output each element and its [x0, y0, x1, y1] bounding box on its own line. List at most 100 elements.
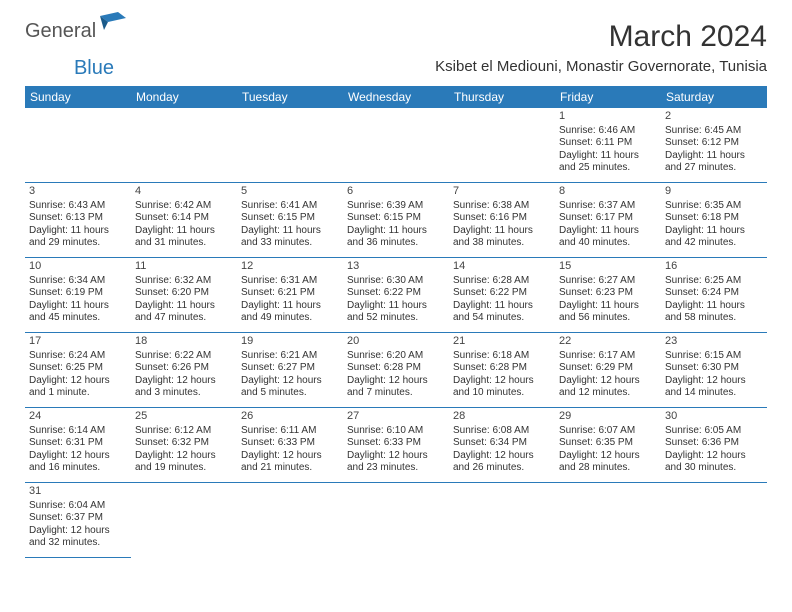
logo-flag-icon [100, 12, 126, 36]
daylight-text: Daylight: 12 hours [241, 375, 339, 388]
calendar-row: 1Sunrise: 6:46 AMSunset: 6:11 PMDaylight… [25, 108, 767, 183]
sunrise-text: Sunrise: 6:28 AM [453, 275, 551, 288]
day-cell: 14Sunrise: 6:28 AMSunset: 6:22 PMDayligh… [449, 258, 555, 333]
title-block: March 2024 Ksibet el Mediouni, Monastir … [435, 20, 767, 75]
daylight-text: Daylight: 11 hours [559, 150, 657, 163]
sunset-text: Sunset: 6:22 PM [347, 287, 445, 300]
location: Ksibet el Mediouni, Monastir Governorate… [435, 58, 767, 75]
sunset-text: Sunset: 6:28 PM [347, 362, 445, 375]
sunset-text: Sunset: 6:11 PM [559, 137, 657, 150]
sunrise-text: Sunrise: 6:34 AM [29, 275, 127, 288]
day-cell: 28Sunrise: 6:08 AMSunset: 6:34 PMDayligh… [449, 408, 555, 483]
day-number: 19 [241, 335, 339, 349]
logo: General [25, 20, 126, 43]
day-number: 16 [665, 260, 763, 274]
empty-cell [131, 483, 237, 558]
sunset-text: Sunset: 6:13 PM [29, 212, 127, 225]
day-number: 12 [241, 260, 339, 274]
day-number: 9 [665, 185, 763, 199]
daylight-text-2: and 26 minutes. [453, 462, 551, 475]
day-cell: 13Sunrise: 6:30 AMSunset: 6:22 PMDayligh… [343, 258, 449, 333]
day-cell: 8Sunrise: 6:37 AMSunset: 6:17 PMDaylight… [555, 183, 661, 258]
day-number: 11 [135, 260, 233, 274]
sunrise-text: Sunrise: 6:21 AM [241, 350, 339, 363]
daylight-text-2: and 54 minutes. [453, 312, 551, 325]
empty-cell [449, 108, 555, 183]
empty-cell [131, 108, 237, 183]
daylight-text-2: and 40 minutes. [559, 237, 657, 250]
sunset-text: Sunset: 6:19 PM [29, 287, 127, 300]
day-cell: 30Sunrise: 6:05 AMSunset: 6:36 PMDayligh… [661, 408, 767, 483]
sunset-text: Sunset: 6:20 PM [135, 287, 233, 300]
day-cell: 9Sunrise: 6:35 AMSunset: 6:18 PMDaylight… [661, 183, 767, 258]
daylight-text-2: and 16 minutes. [29, 462, 127, 475]
daylight-text: Daylight: 11 hours [29, 300, 127, 313]
logo-text-general: General [25, 20, 96, 43]
day-cell: 19Sunrise: 6:21 AMSunset: 6:27 PMDayligh… [237, 333, 343, 408]
daylight-text: Daylight: 11 hours [241, 300, 339, 313]
day-number: 29 [559, 410, 657, 424]
daylight-text-2: and 58 minutes. [665, 312, 763, 325]
daylight-text: Daylight: 12 hours [453, 375, 551, 388]
day-cell: 2Sunrise: 6:45 AMSunset: 6:12 PMDaylight… [661, 108, 767, 183]
sunset-text: Sunset: 6:25 PM [29, 362, 127, 375]
sunrise-text: Sunrise: 6:14 AM [29, 425, 127, 438]
sunset-text: Sunset: 6:18 PM [665, 212, 763, 225]
daylight-text: Daylight: 12 hours [347, 375, 445, 388]
sunrise-text: Sunrise: 6:12 AM [135, 425, 233, 438]
sunrise-text: Sunrise: 6:20 AM [347, 350, 445, 363]
daylight-text-2: and 12 minutes. [559, 387, 657, 400]
sunset-text: Sunset: 6:12 PM [665, 137, 763, 150]
daylight-text: Daylight: 12 hours [453, 450, 551, 463]
sunrise-text: Sunrise: 6:04 AM [29, 500, 127, 513]
empty-cell [343, 483, 449, 558]
sunset-text: Sunset: 6:29 PM [559, 362, 657, 375]
day-cell: 22Sunrise: 6:17 AMSunset: 6:29 PMDayligh… [555, 333, 661, 408]
sunrise-text: Sunrise: 6:43 AM [29, 200, 127, 213]
empty-cell [237, 483, 343, 558]
sunrise-text: Sunrise: 6:24 AM [29, 350, 127, 363]
day-cell: 23Sunrise: 6:15 AMSunset: 6:30 PMDayligh… [661, 333, 767, 408]
sunset-text: Sunset: 6:14 PM [135, 212, 233, 225]
daylight-text-2: and 27 minutes. [665, 162, 763, 175]
daylight-text-2: and 47 minutes. [135, 312, 233, 325]
sunrise-text: Sunrise: 6:41 AM [241, 200, 339, 213]
day-cell: 21Sunrise: 6:18 AMSunset: 6:28 PMDayligh… [449, 333, 555, 408]
day-cell: 5Sunrise: 6:41 AMSunset: 6:15 PMDaylight… [237, 183, 343, 258]
sunrise-text: Sunrise: 6:45 AM [665, 125, 763, 138]
daylight-text-2: and 32 minutes. [29, 537, 127, 550]
day-header: Friday [555, 86, 661, 108]
sunrise-text: Sunrise: 6:22 AM [135, 350, 233, 363]
day-number: 18 [135, 335, 233, 349]
day-number: 21 [453, 335, 551, 349]
day-cell: 4Sunrise: 6:42 AMSunset: 6:14 PMDaylight… [131, 183, 237, 258]
day-header: Saturday [661, 86, 767, 108]
sunset-text: Sunset: 6:30 PM [665, 362, 763, 375]
daylight-text-2: and 10 minutes. [453, 387, 551, 400]
daylight-text-2: and 30 minutes. [665, 462, 763, 475]
empty-cell [449, 483, 555, 558]
day-number: 1 [559, 110, 657, 124]
daylight-text-2: and 7 minutes. [347, 387, 445, 400]
sunset-text: Sunset: 6:27 PM [241, 362, 339, 375]
sunrise-text: Sunrise: 6:42 AM [135, 200, 233, 213]
daylight-text-2: and 1 minute. [29, 387, 127, 400]
daylight-text: Daylight: 11 hours [347, 225, 445, 238]
day-cell: 6Sunrise: 6:39 AMSunset: 6:15 PMDaylight… [343, 183, 449, 258]
daylight-text-2: and 29 minutes. [29, 237, 127, 250]
logo-text-blue: Blue [74, 57, 114, 80]
day-cell: 1Sunrise: 6:46 AMSunset: 6:11 PMDaylight… [555, 108, 661, 183]
day-number: 20 [347, 335, 445, 349]
sunrise-text: Sunrise: 6:30 AM [347, 275, 445, 288]
sunrise-text: Sunrise: 6:15 AM [665, 350, 763, 363]
day-cell: 29Sunrise: 6:07 AMSunset: 6:35 PMDayligh… [555, 408, 661, 483]
daylight-text: Daylight: 12 hours [135, 450, 233, 463]
daylight-text: Daylight: 12 hours [559, 375, 657, 388]
month-title: March 2024 [435, 20, 767, 54]
day-number: 22 [559, 335, 657, 349]
empty-cell [661, 483, 767, 558]
daylight-text: Daylight: 12 hours [665, 375, 763, 388]
day-number: 17 [29, 335, 127, 349]
day-number: 25 [135, 410, 233, 424]
calendar-row: 24Sunrise: 6:14 AMSunset: 6:31 PMDayligh… [25, 408, 767, 483]
